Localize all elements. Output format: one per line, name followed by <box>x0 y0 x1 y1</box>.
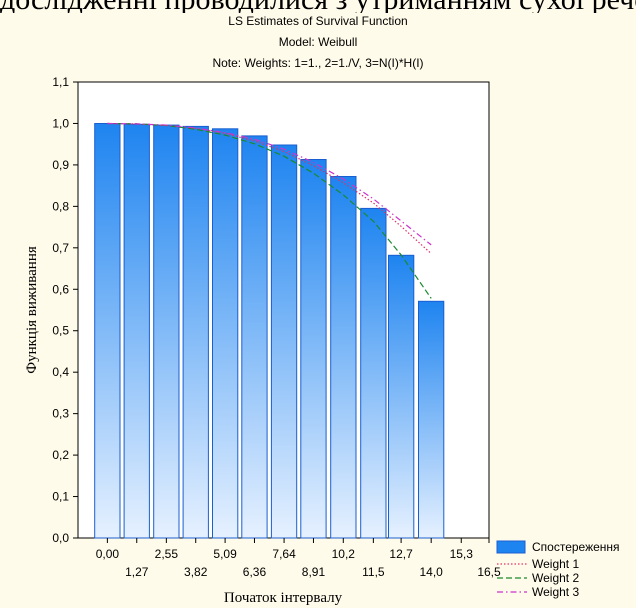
y-tick-label: 0,0 <box>52 531 69 545</box>
bar <box>212 128 239 539</box>
bar <box>270 144 298 539</box>
cropped-document-text: дослідженні проводилися з утриманням сух… <box>0 0 636 13</box>
y-tick-label: 1,0 <box>52 116 69 130</box>
x-tick-label: 0,00 <box>96 547 120 561</box>
bar <box>123 123 150 539</box>
x-tick-label: 15,3 <box>450 547 474 561</box>
x-axis-title: Початок інтервалу <box>224 590 343 606</box>
chart-subtitle-note: Note: Weights: 1=1., 2=1./V, 3=N(I)*H(I) <box>212 56 424 70</box>
x-tick-label: 1,27 <box>125 565 149 579</box>
y-tick-label: 1,1 <box>52 75 69 89</box>
y-tick-label: 0,6 <box>52 282 69 296</box>
x-tick-label: 2,55 <box>155 547 179 561</box>
bar <box>388 254 415 539</box>
x-tick-label: 8,91 <box>302 565 326 579</box>
y-axis-title: Функція виживання <box>24 246 40 374</box>
x-tick-label: 10,2 <box>332 547 356 561</box>
y-tick-label: 0,9 <box>52 158 69 172</box>
legend-label: Weight 3 <box>532 585 579 599</box>
legend-label-bars: Спостереження <box>532 540 620 554</box>
x-tick-label: 5,09 <box>213 547 237 561</box>
chart-subtitle-model: Model: Weibull <box>278 35 358 49</box>
y-tick-label: 0,1 <box>52 490 69 504</box>
bar <box>330 176 357 539</box>
legend-label: Weight 1 <box>532 557 579 571</box>
y-tick-label: 0,3 <box>52 407 69 421</box>
bar <box>153 124 180 539</box>
chart-title: LS Estimates of Survival Function <box>228 14 408 28</box>
fit-line-weight-3 <box>107 122 432 246</box>
x-tick-label: 7,64 <box>272 547 296 561</box>
y-tick-label: 0,2 <box>52 448 69 462</box>
x-axis: 0,00 2,55 5,09 7,64 10,2 12,7 15,3 1,27 3,82 6,36… <box>96 538 501 579</box>
y-tick-label: 0,5 <box>52 324 69 338</box>
x-tick-label: 14,0 <box>419 565 443 579</box>
x-tick-label: 12,7 <box>389 547 413 561</box>
bar <box>94 123 121 539</box>
y-tick-label: 0,7 <box>52 241 69 255</box>
bar <box>300 159 327 539</box>
fit-lines-layer <box>107 122 432 299</box>
bar <box>360 207 387 539</box>
legend-swatch-bars <box>496 540 526 554</box>
y-tick-label: 0,8 <box>52 199 69 213</box>
legend-label: Weight 2 <box>532 571 579 585</box>
bar <box>241 135 268 539</box>
x-tick-label: 11,5 <box>362 565 385 579</box>
y-tick-label: 0,4 <box>52 365 69 379</box>
bar <box>182 125 209 539</box>
y-axis: 0,0 0,1 0,2 0,3 0,4 0,5 0,6 0,7 0,8 0,9 1,0 1,1 <box>52 75 78 545</box>
bar <box>418 300 445 539</box>
x-tick-label: 3,82 <box>184 565 208 579</box>
x-tick-label: 16,5 <box>477 565 501 579</box>
x-tick-label: 6,36 <box>243 565 267 579</box>
bars-layer <box>94 123 445 539</box>
